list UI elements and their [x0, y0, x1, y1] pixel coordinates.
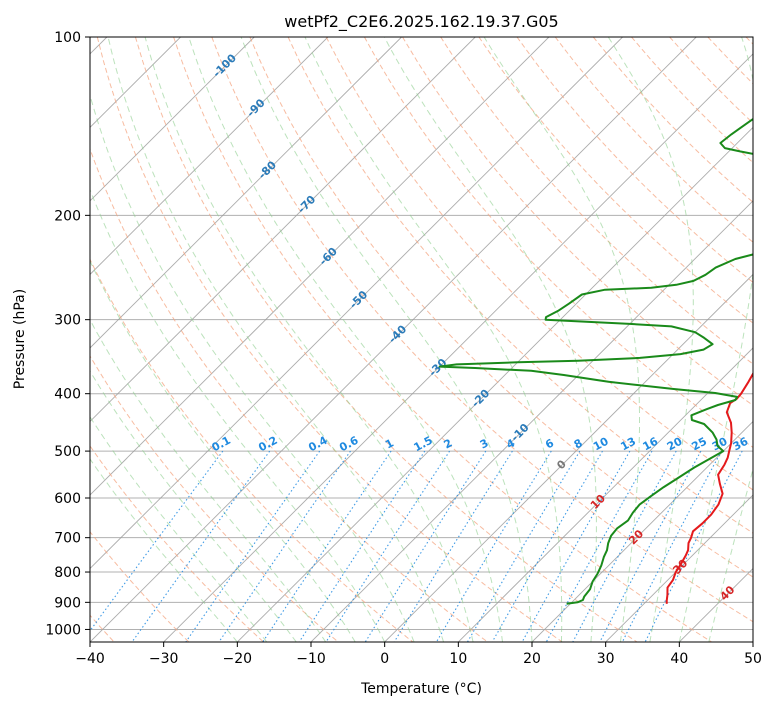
- y-tick-label: 400: [54, 387, 81, 403]
- moist-adiabat-line: [144, 37, 474, 642]
- moist-adiabat-line: [90, 259, 356, 642]
- mixing-ratio-label: 36: [731, 435, 751, 454]
- x-tick-label: 40: [670, 651, 688, 667]
- y-tick-label: 800: [54, 565, 81, 581]
- isotherm-line: [384, 273, 753, 642]
- isotherm-line: [458, 347, 753, 642]
- moist-adiabat-line: [678, 37, 753, 642]
- isotherm-line: [90, 37, 329, 276]
- dry-adiabat-line: [90, 355, 339, 642]
- isotherm-line: [163, 53, 753, 642]
- moist-adiabat-line: [90, 415, 268, 642]
- y-tick-label: 600: [54, 491, 81, 507]
- x-tick-label: −10: [296, 651, 326, 667]
- mixing-ratio-line: [298, 450, 426, 642]
- dry-adiabat-line: [90, 530, 190, 642]
- dry-adiabat-line: [363, 37, 753, 448]
- mixing-ratio-label: 20: [665, 435, 685, 454]
- moist-adiabat-line: [240, 37, 533, 642]
- dry-adiabat-line: [173, 37, 712, 642]
- mixing-ratio-line: [262, 450, 392, 642]
- x-tick-label: 0: [380, 651, 389, 667]
- mixing-ratio-line: [621, 450, 722, 642]
- y-tick-label: 1000: [45, 622, 81, 638]
- dry-adiabat-line: [90, 147, 488, 642]
- isotherm-line: [90, 37, 255, 202]
- isotherm-line: [605, 494, 753, 642]
- mixing-ratio-line: [393, 450, 513, 642]
- mixing-ratio-line: [90, 450, 224, 632]
- isotherm-line: [90, 37, 402, 349]
- dry-adiabat-line: [211, 37, 753, 623]
- dry-adiabat-line: [90, 445, 264, 642]
- isotherm-line: [90, 37, 697, 642]
- dry-adiabat-line: [249, 37, 753, 578]
- x-tick-label: −20: [223, 651, 253, 667]
- mixing-ratio-line: [491, 450, 603, 642]
- dry-adiabat-line: [134, 37, 638, 642]
- moist-adiabat-line: [90, 93, 415, 642]
- isotherm-line: [90, 37, 476, 423]
- dewpoint-profile-line: [438, 117, 753, 605]
- mixing-ratio-line: [185, 450, 321, 642]
- moist-adiabat-line: [90, 318, 327, 642]
- moist-adiabat-line: [708, 467, 753, 642]
- y-axis-ticks: 100 200 300 400 500 600 700 800 900 1000: [45, 30, 90, 638]
- dry-adiabat-line: [402, 37, 753, 406]
- dry-adiabat-line: [90, 258, 414, 642]
- dry-adiabat-line: [516, 37, 753, 284]
- mixing-ratio-label: 10: [591, 435, 611, 454]
- isotherm-line: [90, 37, 550, 496]
- x-axis-ticks: −40 −30 −20 −10 0 10 20 30 40 50: [75, 642, 762, 667]
- mixing-ratio-label: 25: [689, 435, 709, 454]
- moist-adiabat-line: [383, 37, 597, 642]
- mixing-ratio-line: [521, 450, 631, 642]
- x-tick-label: 30: [597, 651, 615, 667]
- plot-frame: [89, 36, 754, 643]
- background-lines: [90, 37, 753, 642]
- moist-adiabat-line: [483, 37, 640, 642]
- y-tick-label: 100: [54, 30, 81, 46]
- x-axis-label: Temperature (°C): [360, 681, 482, 697]
- x-tick-label: −40: [75, 651, 105, 667]
- mixing-ratio-line: [599, 450, 702, 642]
- profile-lines: [438, 117, 753, 605]
- y-tick-label: 900: [54, 595, 81, 611]
- moist-adiabat-line: [90, 188, 386, 642]
- moist-adiabat-line: [107, 37, 445, 642]
- mixing-ratio-line: [572, 450, 677, 642]
- x-tick-label: 20: [523, 651, 541, 667]
- x-tick-label: 10: [449, 651, 467, 667]
- mixing-ratio-label: 16: [641, 435, 661, 454]
- x-tick-label: 50: [744, 651, 762, 667]
- mixing-ratio-line: [644, 450, 743, 642]
- y-tick-label: 200: [54, 208, 81, 224]
- dry-adiabat-line: [440, 37, 753, 365]
- chart-title: wetPf2_C2E6.2025.162.19.37.G05: [284, 12, 558, 32]
- moist-adiabat-line: [90, 370, 297, 642]
- mixing-ratio-label: 30: [710, 435, 730, 454]
- moist-adiabat-line: [304, 37, 563, 642]
- dry-adiabat-line: [478, 37, 753, 324]
- isotherm-line: [531, 420, 753, 642]
- mixing-ratio-label: 13: [618, 435, 638, 454]
- isotherm-line: [90, 37, 623, 570]
- moist-adiabat-line: [90, 458, 238, 642]
- moist-adiabat-line: [188, 37, 503, 642]
- y-tick-label: 500: [54, 444, 81, 460]
- y-tick-label: 300: [54, 313, 81, 329]
- mixing-ratio-line: [545, 450, 653, 642]
- y-axis-label: Pressure (hPa): [12, 289, 28, 389]
- dry-adiabat-line: [96, 37, 563, 642]
- y-tick-label: 700: [54, 531, 81, 547]
- x-tick-label: −30: [149, 651, 179, 667]
- mixing-ratio-line: [218, 450, 351, 642]
- isotherm-line: [237, 126, 753, 642]
